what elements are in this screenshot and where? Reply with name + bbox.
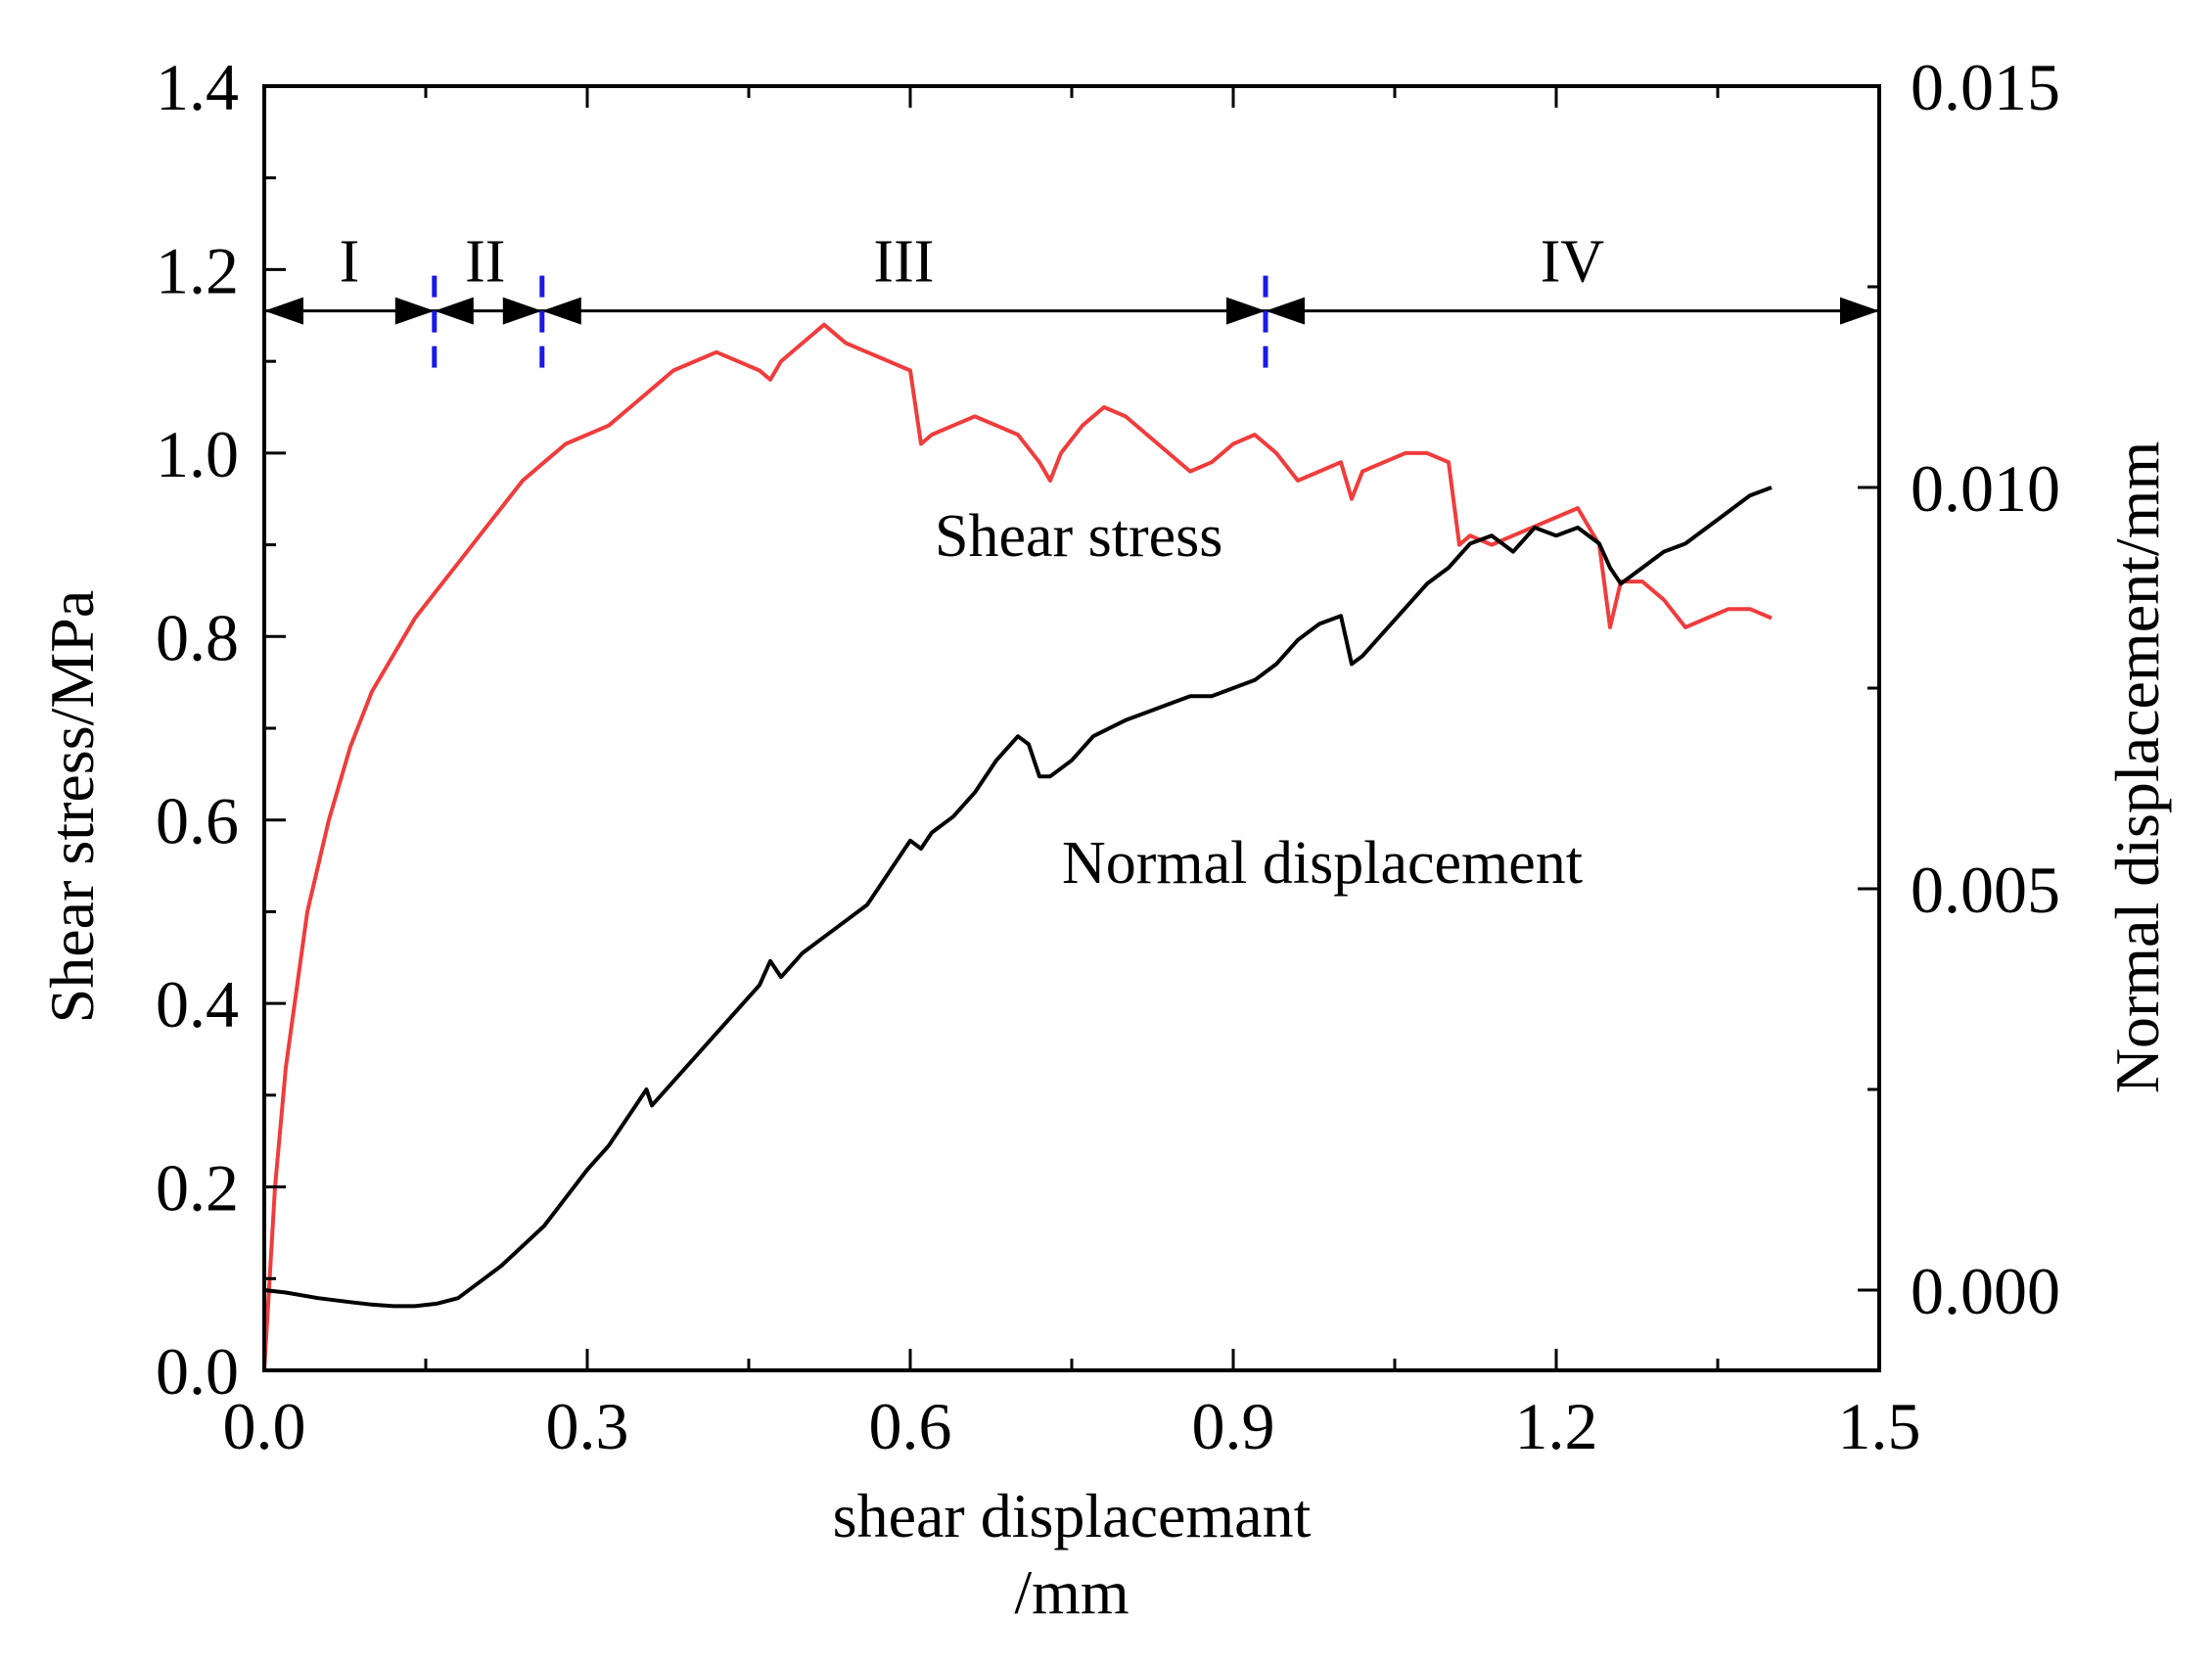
phase-label: III [873, 229, 934, 296]
phase-arrowhead [1226, 297, 1266, 325]
normal-displacement-line [263, 485, 1773, 1309]
y-right-axis-title: Normal displacement/mm [2102, 441, 2172, 1094]
y-left-axis-title: Shear stress/MPa [37, 590, 107, 1024]
y-left-tick-label: 0.0 [156, 1334, 239, 1409]
plot-lines [262, 322, 1773, 1371]
phase-arrowhead [541, 297, 581, 325]
axis-ticks [262, 84, 1881, 1372]
y-left-tick-label: 0.2 [156, 1151, 239, 1225]
plot-frame [262, 84, 1881, 1372]
phase-arrowhead [1266, 297, 1305, 325]
y-right-tick-label: 0.015 [1911, 50, 2060, 124]
y-left-tick-label: 0.6 [156, 784, 239, 858]
phase-arrowhead [434, 297, 474, 325]
y-left-tick-label: 1.4 [156, 50, 239, 124]
x-tick-label: 1.5 [1838, 1389, 1921, 1463]
phase-arrowhead [264, 297, 303, 325]
x-tick-label: 1.2 [1515, 1389, 1598, 1463]
phase-label: IV [1541, 229, 1605, 296]
y-left-tick-label: 0.8 [156, 600, 239, 674]
y-left-tick-label: 0.4 [156, 967, 239, 1041]
normal-displacement-annotation: Normal displacement [1062, 830, 1583, 897]
y-left-tick-label: 1.0 [156, 417, 239, 491]
y-right-tick-label: 0.000 [1911, 1254, 2060, 1328]
y-left-tick-label: 1.2 [156, 233, 239, 307]
phase-label: II [465, 229, 505, 296]
tick-labels: 0.0 0.3 0.6 0.9 1.2 1.5 0.0 0.2 0.4 0.6 0.8 1.0 1.2 1… [156, 50, 2060, 1463]
y-right-tick-label: 0.005 [1911, 853, 2060, 927]
x-tick-label: 0.3 [546, 1389, 629, 1463]
phase-label: I [340, 229, 360, 296]
x-tick-label: 0.6 [869, 1389, 952, 1463]
phase-arrowhead [1840, 297, 1879, 325]
shear-stress-line [262, 322, 1773, 1371]
shear-stress-annotation: Shear stress [935, 503, 1222, 570]
phase-markers: I II III IV [264, 229, 1879, 372]
phase-arrowhead [394, 297, 435, 325]
x-tick-label: 0.0 [223, 1389, 306, 1463]
x-axis-title: shear displacemant [833, 1481, 1312, 1550]
phase-arrowhead [502, 297, 542, 325]
x-tick-label: 0.9 [1192, 1389, 1275, 1463]
y-right-tick-label: 0.010 [1911, 451, 2060, 526]
x-axis-unit: /mm [1014, 1557, 1129, 1627]
